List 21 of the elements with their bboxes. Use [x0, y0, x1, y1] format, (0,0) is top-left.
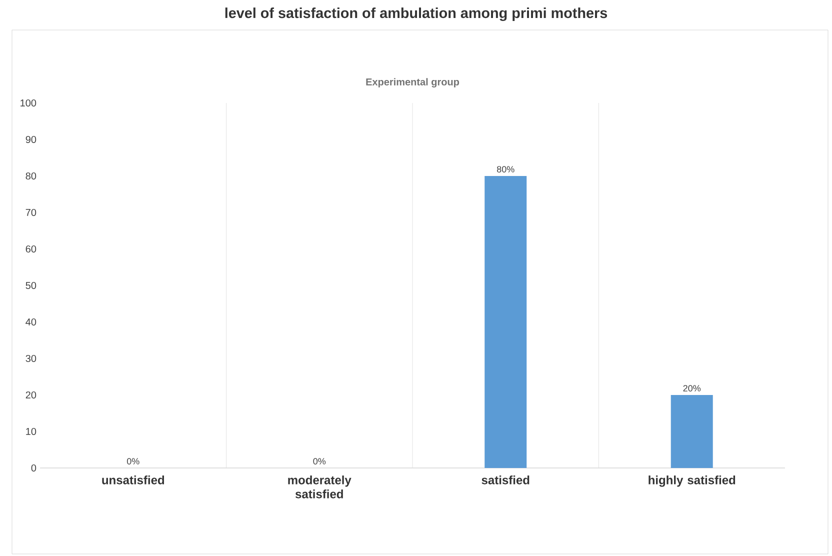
- x-tick-label: moderately satisfied: [288, 476, 352, 498]
- chart-title: level of satisfaction of ambulation among primi mothers: [225, 8, 608, 22]
- chart-subtitle: Experimental group: [366, 78, 460, 88]
- x-tick-label: satisfied: [482, 476, 530, 484]
- data-label: 0%: [126, 458, 140, 464]
- y-tick-label: 80: [26, 172, 36, 180]
- y-tick-label: 60: [26, 245, 36, 253]
- data-label: 0%: [313, 458, 326, 464]
- y-tick-label: 90: [26, 136, 36, 144]
- y-tick-label: 70: [26, 208, 36, 216]
- y-tick-label: 10: [26, 428, 36, 436]
- y-tick-label: 40: [26, 318, 36, 326]
- y-tick-label: 20: [26, 391, 36, 399]
- y-tick-label: 30: [26, 354, 36, 362]
- y-tick-label: 50: [26, 282, 36, 290]
- x-tick-label: unsatisfied: [102, 476, 164, 484]
- y-tick-label: 100: [20, 99, 36, 107]
- data-label: 80%: [497, 166, 514, 172]
- y-tick-label: 0: [31, 464, 36, 472]
- x-tick-label: highly satisfied: [648, 476, 736, 487]
- data-label: 20%: [683, 385, 701, 392]
